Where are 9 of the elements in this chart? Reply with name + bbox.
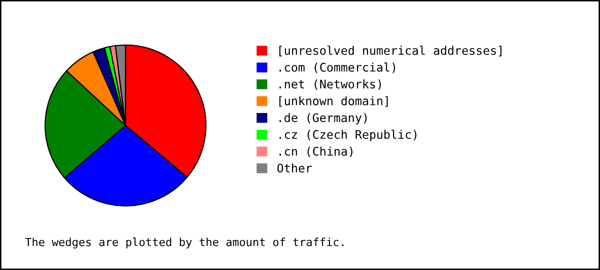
legend-label: .com (Commercial) xyxy=(280,62,396,74)
legend-label: [unresolved numerical addresses] xyxy=(279,46,502,56)
legend-label: .net (Networks) xyxy=(280,79,381,90)
legend-label: .de (Germany) xyxy=(280,112,367,124)
legend-label: .cz (Czech Republic) xyxy=(280,130,416,142)
legend-label: .cn (China) xyxy=(280,146,352,158)
legend-label: [unknown domain] xyxy=(279,96,388,107)
legend-label: Other xyxy=(277,163,312,173)
text: The wedges are plotted by the amount of traffic. xyxy=(25,238,344,248)
